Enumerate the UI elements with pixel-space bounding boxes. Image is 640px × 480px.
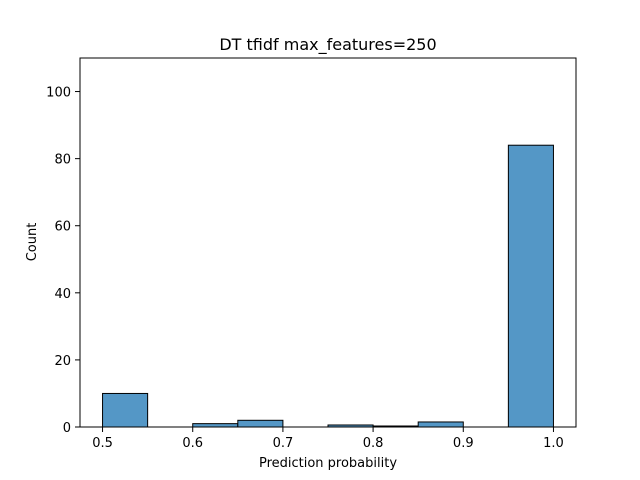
histogram-bar xyxy=(237,419,284,428)
histogram-bar xyxy=(507,144,554,428)
x-axis: 0.5 0.6 0.7 0.8 0.9 1.0 xyxy=(92,427,564,451)
y-axis: 0 20 40 60 80 100 xyxy=(46,86,80,436)
x-tick-label: 0.7 xyxy=(273,436,294,451)
x-tick-label: 0.8 xyxy=(363,436,384,451)
x-tick-label: 0.5 xyxy=(92,436,113,451)
y-tick-label: 100 xyxy=(46,86,71,101)
x-tick-label: 1.0 xyxy=(543,436,564,451)
plot-frame xyxy=(79,57,577,428)
histogram-bar xyxy=(192,423,239,428)
x-tick-label: 0.9 xyxy=(453,436,474,451)
histogram-bar xyxy=(417,421,464,428)
y-tick-label: 0 xyxy=(63,421,71,436)
y-tick-label: 20 xyxy=(54,354,71,369)
y-axis-label: Count xyxy=(25,223,40,262)
y-tick-label: 60 xyxy=(54,220,71,235)
bars-layer xyxy=(102,144,554,428)
x-tick-label: 0.6 xyxy=(182,436,203,451)
x-axis-label: Prediction probability xyxy=(259,456,397,471)
y-tick-label: 80 xyxy=(54,153,71,168)
y-tick-label: 40 xyxy=(54,287,71,302)
histogram-bar xyxy=(102,392,149,428)
chart-title: DT tfidf max_features=250 xyxy=(219,35,436,55)
